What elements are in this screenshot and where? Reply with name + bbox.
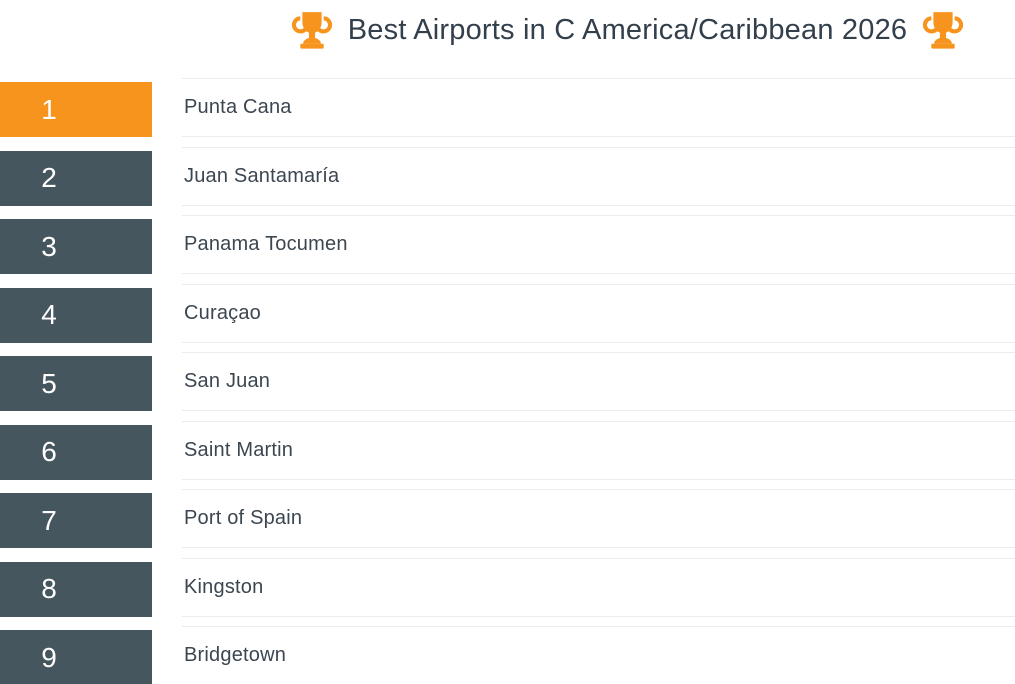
trophy-icon (923, 12, 964, 49)
rank-number: 5 (41, 367, 57, 399)
rank-badge: 3 (0, 219, 152, 274)
list-item: 2 Juan Santamaría (0, 146, 1015, 206)
airport-name: Juan Santamaría (182, 146, 1015, 206)
rank-number: 1 (41, 93, 57, 125)
list-item: 5 San Juan (0, 352, 1015, 411)
airport-name: Port of Spain (182, 489, 1015, 548)
list-item: 6 Saint Martin (0, 420, 1015, 480)
airport-name: Saint Martin (182, 420, 1015, 480)
airport-name: Curaçao (182, 283, 1015, 343)
rank-number: 4 (41, 299, 57, 330)
list-item: 3 Panama Tocumen (0, 215, 1015, 274)
airport-name: Punta Cana (182, 78, 1015, 137)
rank-badge: 1 (0, 82, 152, 137)
rank-number: 3 (41, 230, 57, 262)
page-title: Best Airports in C America/Caribbean 202… (347, 13, 908, 46)
rank-number: 7 (41, 504, 57, 536)
list-item: 7 Port of Spain (0, 489, 1015, 548)
ranking-list: 1 Punta Cana 2 Juan Santamaría 3 Panama … (0, 78, 1015, 684)
list-item: 8 Kingston (0, 557, 1015, 617)
rank-badge: 8 (0, 561, 152, 617)
rank-number: 8 (41, 573, 57, 604)
rank-badge: 4 (0, 287, 152, 343)
rank-badge: 5 (0, 356, 152, 411)
list-item: 4 Curaçao (0, 283, 1015, 343)
trophy-icon (291, 12, 332, 49)
rank-number: 9 (41, 641, 57, 673)
rank-number: 6 (41, 436, 57, 467)
list-item: 9 Bridgetown (0, 626, 1015, 684)
rank-badge: 6 (0, 424, 152, 480)
airport-name: Kingston (182, 557, 1015, 617)
airport-name: Panama Tocumen (182, 215, 1015, 274)
header: Best Airports in C America/Caribbean 202… (0, 0, 1015, 82)
rank-badge: 7 (0, 493, 152, 548)
airport-name: Bridgetown (182, 626, 1015, 684)
list-item: 1 Punta Cana (0, 78, 1015, 137)
rank-badge: 2 (0, 150, 152, 206)
rank-badge: 9 (0, 630, 152, 684)
airport-name: San Juan (182, 352, 1015, 411)
rank-number: 2 (41, 162, 57, 193)
